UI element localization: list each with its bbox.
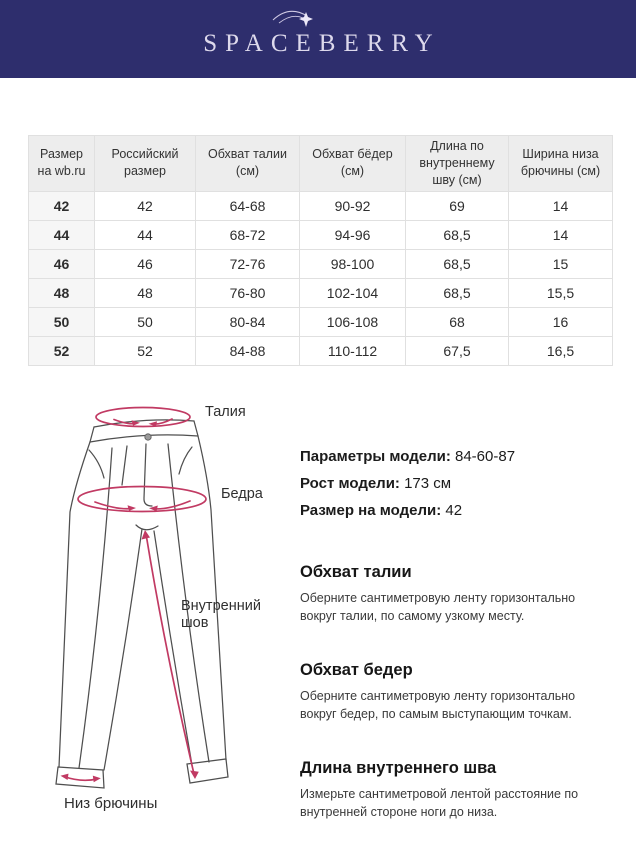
value-cell: 68,5	[405, 248, 509, 279]
value-cell: 14	[508, 219, 613, 250]
value-cell: 90-92	[299, 190, 406, 221]
value-cell: 15	[508, 248, 613, 279]
guide-section-text: Оберните сантиметровую ленту горизонталь…	[300, 689, 576, 721]
column-header: Ширина низа брючины (см)	[508, 135, 613, 192]
guide-section-text: Измерьте сантиметровой лентой расстояние…	[300, 787, 579, 819]
table-row: 46 46 72-76 98-100 68,5 15	[28, 248, 613, 279]
size-table-body: 42 42 64-68 90-92 69 14 44 44 68-72 94-96 68,5 14 46…	[28, 190, 613, 366]
table-row: 50 50 80-84 106-108 68 16	[28, 306, 613, 337]
value-cell: 64-68	[195, 190, 300, 221]
value-cell: 48	[94, 277, 196, 308]
table-row: 52 52 84-88 110-112 67,5 16,5	[28, 335, 613, 366]
value-cell: 14	[508, 190, 613, 221]
value-cell: 84-88	[195, 335, 300, 366]
pants-illustration	[55, 406, 229, 789]
guide-section: Длина внутреннего шва Измерьте сантиметро…	[300, 759, 615, 821]
value-cell: 15,5	[508, 277, 613, 308]
brand-header: SPACEBERRY	[0, 0, 636, 78]
model-info-label: Размер на модели:	[300, 502, 446, 519]
value-cell: 16	[508, 306, 613, 337]
size-cell: 44	[28, 219, 95, 250]
value-cell: 46	[94, 248, 196, 279]
value-cell: 98-100	[299, 248, 406, 279]
size-cell: 46	[28, 248, 95, 279]
value-cell: 69	[405, 190, 509, 221]
model-info-line: Размер на модели: 42	[300, 500, 615, 522]
guide-section-title: Длина внутреннего шва	[300, 759, 497, 777]
value-cell: 68	[405, 306, 509, 337]
inner-seam-label: Внутренний шов	[181, 598, 261, 631]
column-header: Обхват бёдер (см)	[299, 135, 406, 192]
shooting-star-icon	[272, 10, 314, 27]
model-info: Параметры модели: 84-60-87 Рост модели: 1…	[300, 446, 615, 522]
model-info-label: Рост модели:	[300, 475, 405, 492]
column-header: Обхват талии (см)	[195, 135, 300, 192]
brand-logo-text: SPACEBERRY	[203, 30, 441, 57]
measurement-info-column: Параметры модели: 84-60-87 Рост модели: 1…	[300, 446, 615, 821]
value-cell: 102-104	[299, 277, 406, 308]
table-row: 48 48 76-80 102-104 68,5 15,5	[28, 277, 613, 308]
leg-bottom-label: Низ брючины	[64, 795, 158, 812]
value-cell: 42	[94, 190, 196, 221]
value-cell: 68,5	[405, 219, 509, 250]
value-cell: 72-76	[195, 248, 300, 279]
brand-logo: SPACEBERRY	[195, 10, 441, 58]
size-table-header-row: Размер на wb.ru Российский размер Обхват т…	[28, 135, 613, 192]
value-cell: 80-84	[195, 306, 300, 337]
size-cell: 42	[28, 190, 95, 221]
column-header: Длина по внутреннему шву (см)	[405, 135, 509, 192]
guide-section-title: Обхват талии	[300, 563, 412, 581]
model-info-line: Рост модели: 173 см	[300, 473, 615, 495]
model-info-value: 173 см	[404, 475, 452, 492]
waist-label: Талия	[205, 404, 246, 420]
value-cell: 110-112	[299, 335, 406, 366]
value-cell: 50	[94, 306, 196, 337]
size-cell: 50	[28, 306, 95, 337]
value-cell: 68,5	[405, 277, 509, 308]
guide-section-title: Обхват бедер	[300, 661, 413, 679]
size-table: Размер на wb.ru Российский размер Обхват т…	[28, 135, 613, 366]
value-cell: 52	[94, 335, 196, 366]
column-header: Размер на wb.ru	[28, 135, 95, 192]
size-cell: 48	[28, 277, 95, 308]
value-cell: 76-80	[195, 277, 300, 308]
table-row: 44 44 68-72 94-96 68,5 14	[28, 219, 613, 250]
model-info-line: Параметры модели: 84-60-87	[300, 446, 615, 468]
value-cell: 67,5	[405, 335, 509, 366]
table-row: 42 42 64-68 90-92 69 14	[28, 190, 613, 221]
value-cell: 94-96	[299, 219, 406, 250]
size-cell: 52	[28, 335, 95, 366]
value-cell: 44	[94, 219, 196, 250]
model-info-value: 42	[445, 502, 463, 519]
value-cell: 68-72	[195, 219, 300, 250]
hips-label: Бедра	[221, 486, 263, 502]
guide-section: Обхват бедер Оберните сантиметровую ленту…	[300, 661, 615, 723]
measure-guide: Обхват талии Оберните сантиметровую ленту…	[300, 563, 615, 821]
column-header: Российский размер	[94, 135, 196, 192]
value-cell: 16,5	[508, 335, 613, 366]
guide-section-text: Оберните сантиметровую ленту горизонталь…	[300, 591, 576, 623]
model-info-value: 84-60-87	[455, 448, 516, 465]
guide-section: Обхват талии Оберните сантиметровую ленту…	[300, 563, 615, 625]
model-info-label: Параметры модели:	[300, 448, 455, 465]
value-cell: 106-108	[299, 306, 406, 337]
